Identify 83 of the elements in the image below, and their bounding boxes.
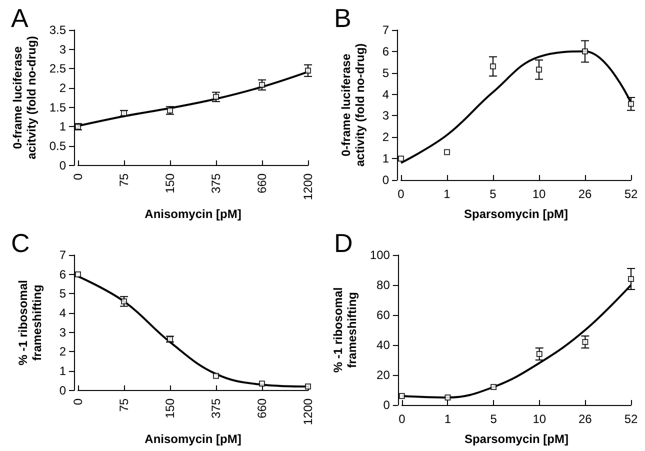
x-tick-label: 75 bbox=[117, 173, 131, 187]
x-tick-label: 10 bbox=[532, 412, 546, 426]
x-tick-label: 375 bbox=[209, 173, 223, 194]
x-tick-label: 1 bbox=[444, 412, 452, 426]
x-tick-label: 5 bbox=[490, 412, 498, 426]
y-tick-label: 1 bbox=[382, 152, 390, 166]
y-tick-label: 40 bbox=[376, 338, 390, 352]
y-tick-label: 1.5 bbox=[49, 100, 66, 114]
chart-title: A bbox=[11, 3, 29, 33]
point bbox=[582, 48, 588, 54]
x-tick-label: 26 bbox=[578, 412, 592, 426]
point bbox=[213, 94, 219, 100]
y-tick-label: 2 bbox=[59, 81, 66, 96]
chart-title: D bbox=[334, 228, 353, 258]
x-tick-label: 660 bbox=[255, 173, 269, 194]
x-tick-label: 1200 bbox=[301, 173, 315, 200]
point bbox=[213, 372, 219, 379]
y-tick-label: 3 bbox=[382, 108, 390, 123]
y-tick-label: 2 bbox=[382, 130, 390, 144]
x-tick-label: 75 bbox=[117, 398, 131, 412]
point bbox=[259, 380, 265, 387]
y-tick-label: 4 bbox=[382, 87, 390, 102]
y-tick-label: 5 bbox=[382, 66, 390, 80]
point bbox=[259, 82, 265, 88]
chart-title: B bbox=[334, 3, 352, 33]
y-tick-label: 1 bbox=[59, 364, 66, 378]
x-tick-label: 0 bbox=[71, 398, 85, 406]
y-tick-label: 3.5 bbox=[49, 23, 66, 37]
y-axis-title: 0-frame luciferase acitvity (fold no-drug) bbox=[10, 36, 38, 160]
y-tick-label: 0 bbox=[59, 158, 66, 172]
y-tick-label: 1 bbox=[59, 120, 66, 134]
y-tick-label: 60 bbox=[376, 308, 390, 322]
point bbox=[398, 393, 405, 399]
y-tick-label: 7 bbox=[59, 248, 66, 262]
x-tick-label: 26 bbox=[578, 187, 592, 201]
y-tick-label: 4 bbox=[59, 306, 66, 320]
point bbox=[536, 351, 542, 357]
y-tick-label: 5 bbox=[59, 286, 66, 301]
y-tick-label: 0.5 bbox=[49, 139, 66, 154]
x-tick-label: 660 bbox=[255, 398, 269, 418]
y-tick-label: 100 bbox=[370, 248, 390, 262]
x-tick-label: 1 bbox=[444, 187, 451, 201]
x-tick-label: 1200 bbox=[301, 398, 315, 426]
x-tick-label: 10 bbox=[532, 187, 546, 201]
point bbox=[628, 276, 634, 282]
y-tick-label: 0 bbox=[59, 383, 66, 398]
x-tick-label: 150 bbox=[163, 398, 177, 418]
point bbox=[490, 63, 496, 70]
x-axis-title: Sparsomycin [pM] bbox=[464, 207, 568, 221]
x-tick-label: 52 bbox=[624, 187, 638, 201]
x-tick-label: 0 bbox=[398, 187, 405, 201]
x-tick-label: 52 bbox=[624, 412, 638, 426]
point bbox=[444, 149, 450, 156]
y-tick-label: 7 bbox=[382, 23, 390, 37]
y-axis-title: % -1 ribosomal frameshifting bbox=[16, 280, 44, 366]
x-tick-label: 0 bbox=[71, 173, 85, 180]
point bbox=[305, 68, 311, 74]
y-tick-label: 6 bbox=[382, 44, 390, 58]
point bbox=[121, 298, 127, 304]
y-tick-label: 20 bbox=[376, 368, 390, 382]
y-tick-label: 3 bbox=[59, 42, 66, 56]
x-axis-title: Anisomycin [pM] bbox=[144, 207, 242, 221]
y-tick-label: 2 bbox=[59, 344, 66, 359]
x-axis-title: Anisomycin [pM] bbox=[144, 432, 242, 446]
y-tick-label: 80 bbox=[376, 278, 390, 292]
point bbox=[628, 100, 634, 107]
point bbox=[582, 339, 588, 345]
y-tick-label: 2.5 bbox=[49, 62, 66, 76]
x-tick-label: 5 bbox=[490, 187, 497, 201]
point bbox=[444, 394, 451, 400]
y-tick-label: 6 bbox=[59, 267, 66, 282]
y-tick-label: 3 bbox=[59, 325, 66, 340]
point bbox=[490, 384, 497, 390]
point bbox=[398, 156, 404, 162]
point bbox=[536, 66, 542, 73]
point bbox=[75, 271, 81, 278]
x-tick-label: 375 bbox=[209, 398, 223, 418]
y-axis-title: 0-frame luciferase activity (fold no-drug) bbox=[339, 43, 367, 167]
y-axis-title: % -1 ribosomal frameshifting bbox=[331, 287, 359, 373]
x-tick-label: 0 bbox=[398, 412, 406, 426]
x-tick-label: 150 bbox=[163, 173, 177, 194]
chart-title: C bbox=[11, 228, 30, 258]
x-axis-title: Sparsomycin [pM] bbox=[464, 432, 568, 446]
